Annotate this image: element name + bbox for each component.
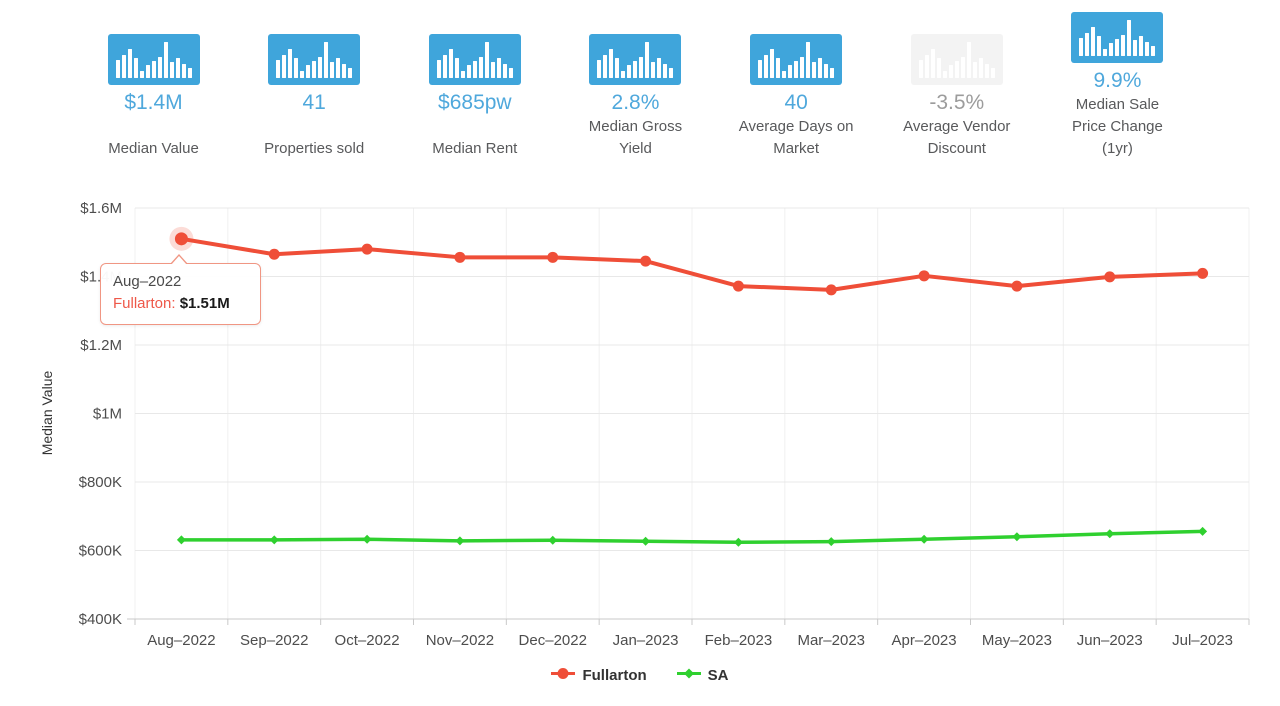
stat-value: 9.9%: [1093, 69, 1142, 92]
sa-line: [179, 529, 1205, 545]
bar-chart-icon: [750, 34, 843, 85]
x-tick-label: Jul–2023: [1172, 632, 1233, 649]
point-fullarton-9[interactable]: [1011, 280, 1023, 292]
x-tick-label: Sep–2022: [240, 632, 308, 649]
stat-label: Median Value: [108, 140, 199, 157]
stat-value: 2.8%: [611, 91, 660, 114]
stat-card-median-rent[interactable]: $685pw Median Rent: [395, 34, 554, 160]
bar-chart-icon: [428, 34, 521, 85]
legend-item-sa[interactable]: SA: [676, 667, 729, 684]
point-sa-3[interactable]: [455, 536, 465, 546]
legend-label: Fullarton: [582, 667, 647, 684]
x-tick-label: Mar–2023: [797, 632, 865, 649]
stat-card-average-vendor-discount[interactable]: -3.5% Average Vendor Discount: [877, 34, 1036, 160]
bar-chart-icon: [589, 34, 682, 85]
stat-card-average-days-on-market[interactable]: 40 Average Days on Market: [717, 34, 876, 160]
chart-legend: Fullarton SA: [0, 667, 1280, 684]
point-sa-5[interactable]: [641, 536, 651, 546]
stat-label: Median Gross Yield: [588, 118, 683, 157]
stat-label: Average Days on Market: [738, 118, 854, 157]
y-tick-label: $1.6M: [80, 200, 122, 217]
stat-label: Median Sale Price Change (1yr): [1071, 96, 1163, 157]
x-tick-label: Oct–2022: [335, 632, 400, 649]
stat-card-median-value[interactable]: $1.4M Median Value: [74, 34, 233, 160]
x-tick-label: Nov–2022: [426, 632, 494, 649]
x-tick-label: Jan–2023: [613, 632, 679, 649]
stat-label: Average Vendor Discount: [903, 118, 1011, 157]
point-fullarton-1[interactable]: [268, 248, 280, 260]
x-tick-label: Aug–2022: [147, 632, 215, 649]
point-sa-8[interactable]: [919, 534, 929, 544]
y-tick-label: $600K: [79, 543, 122, 560]
point-sa-10[interactable]: [1105, 529, 1115, 539]
y-tick-label: $1M: [93, 406, 122, 423]
point-fullarton-0[interactable]: [174, 232, 188, 246]
point-fullarton-6[interactable]: [732, 280, 744, 292]
stat-value: 41: [302, 91, 326, 114]
point-sa-9[interactable]: [1012, 532, 1022, 542]
y-tick-label: $800K: [79, 474, 122, 491]
fullarton-line: [179, 236, 1205, 292]
tooltip-series-label: Fullarton:: [113, 295, 176, 312]
stat-label: Median Rent: [432, 140, 518, 157]
point-fullarton-5[interactable]: [640, 255, 652, 267]
chart-tooltip: Aug–2022 Fullarton: $1.51M: [100, 254, 261, 325]
stat-value: $1.4M: [124, 91, 183, 114]
y-tick-label: $400K: [79, 611, 122, 628]
legend-item-fullarton[interactable]: Fullarton: [551, 667, 647, 684]
bar-chart-icon: [107, 34, 200, 85]
stat-card-properties-sold[interactable]: 41 Properties sold: [235, 34, 394, 160]
x-tick-label: Apr–2023: [892, 632, 957, 649]
y-axis-title: Median Value: [39, 371, 55, 456]
bar-chart-icon: [268, 34, 361, 85]
x-tick-label: Dec–2022: [519, 632, 587, 649]
tooltip-row: Fullarton: $1.51M: [113, 293, 248, 315]
stat-value: $685pw: [438, 91, 512, 114]
point-sa-7[interactable]: [826, 537, 836, 547]
x-tick-label: Feb–2023: [705, 632, 773, 649]
stats-row: $1.4M Median Value 41 Properties sold $6…: [74, 0, 1197, 160]
point-fullarton-10[interactable]: [1104, 271, 1116, 283]
point-fullarton-3[interactable]: [454, 251, 466, 263]
stat-value: -3.5%: [929, 91, 985, 114]
point-sa-6[interactable]: [733, 537, 743, 547]
legend-label: SA: [707, 667, 729, 684]
fullarton-line-marker-icon: [551, 667, 576, 684]
point-fullarton-7[interactable]: [825, 284, 837, 296]
point-sa-11[interactable]: [1198, 526, 1208, 536]
stat-card-median-gross-yield[interactable]: 2.8% Median Gross Yield: [556, 34, 715, 160]
y-tick-label: $1.2M: [80, 337, 122, 354]
stat-card-median-sale-price-change[interactable]: 9.9% Median Sale Price Change (1yr): [1038, 12, 1197, 160]
x-tick-label: May–2023: [982, 632, 1052, 649]
tooltip-value: $1.51M: [179, 295, 230, 312]
x-tick-label: Jun–2023: [1077, 632, 1143, 649]
point-sa-1[interactable]: [269, 535, 279, 545]
tooltip-date: Aug–2022: [113, 273, 182, 290]
point-sa-2[interactable]: [362, 534, 372, 544]
sa-line-marker-icon: [676, 667, 701, 684]
point-sa-0[interactable]: [176, 535, 186, 545]
point-fullarton-4[interactable]: [547, 251, 559, 263]
point-fullarton-2[interactable]: [361, 243, 373, 255]
stat-value: 40: [784, 91, 808, 114]
point-fullarton-11[interactable]: [1197, 267, 1209, 279]
point-sa-4[interactable]: [548, 535, 558, 545]
bar-chart-icon: [910, 34, 1003, 85]
bar-chart-icon: [1071, 12, 1164, 63]
point-fullarton-8[interactable]: [918, 270, 930, 282]
stat-label: Properties sold: [264, 140, 365, 157]
